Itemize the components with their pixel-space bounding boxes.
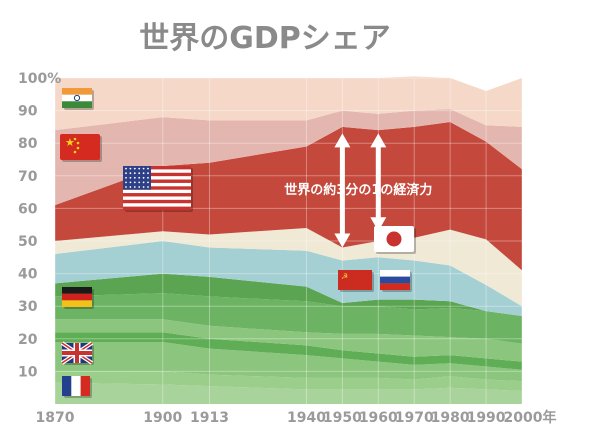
area-series-0 (55, 382, 522, 404)
y-tick-label: 50 (18, 234, 38, 250)
china-flag-icon: ★ (60, 134, 102, 162)
area-series-4 (55, 319, 522, 362)
chart-title: 世界のGDPシェア (139, 21, 391, 56)
x-tick-label: 1970 (395, 410, 434, 426)
area-series-1 (55, 371, 522, 391)
x-tick-label: 1990 (467, 410, 506, 426)
area-series-3 (55, 332, 522, 370)
area-series-10 (55, 108, 522, 206)
y-axis: 100% 90 80 70 60 50 40 30 20 10 (18, 71, 61, 380)
y-tick-label: 60 (18, 201, 38, 217)
y-tick-label: 10 (18, 364, 38, 380)
area-layers (55, 76, 522, 404)
y-tick-label: 20 (18, 332, 38, 348)
france-flag-icon (62, 376, 92, 398)
japan-flag-icon (374, 226, 416, 254)
area-series-5 (55, 293, 522, 344)
gridlines (54, 77, 523, 404)
x-tick-label: 1870 (36, 410, 75, 426)
y-tick-label: 40 (18, 267, 38, 283)
area-series-6 (55, 273, 522, 316)
annotation-label: 世界の約3分の1の経済力 (284, 182, 432, 198)
united-kingdom-flag-icon (60, 341, 94, 365)
x-tick-label: 1900 (143, 410, 182, 426)
soviet-union-flag-icon: ☭ (338, 270, 374, 292)
x-tick-label: 1980 (431, 410, 470, 426)
y-tick-label: 100% (18, 71, 61, 87)
x-tick-label: 1940 (287, 410, 326, 426)
x-tick-label: 1960 (359, 410, 398, 426)
germany-flag-icon (62, 287, 94, 309)
double-arrow (370, 133, 387, 232)
y-tick-label: 70 (18, 169, 38, 185)
country-flags: ★☭ (60, 88, 416, 398)
y-tick-label: 30 (18, 299, 38, 315)
india-flag-icon (62, 88, 94, 110)
area-series-2 (55, 342, 522, 382)
y-tick-label: 90 (18, 104, 38, 120)
svg-text:☭: ☭ (341, 272, 348, 281)
double-arrow (334, 133, 351, 248)
x-tick-label: 1950 (323, 410, 362, 426)
annotation: 世界の約3分の1の経済力 (284, 133, 432, 248)
y-tick-label: 80 (18, 136, 38, 152)
x-tick-label: 1913 (190, 410, 229, 426)
russia-flag-icon (380, 270, 412, 292)
united-states-flag-icon (123, 166, 193, 212)
x-tick-label: 2000年 (504, 409, 557, 426)
svg-text:★: ★ (65, 136, 75, 149)
x-axis: 1870 1900 1913 1940195019601970198019902000… (36, 409, 557, 426)
area-series-11 (55, 76, 522, 131)
